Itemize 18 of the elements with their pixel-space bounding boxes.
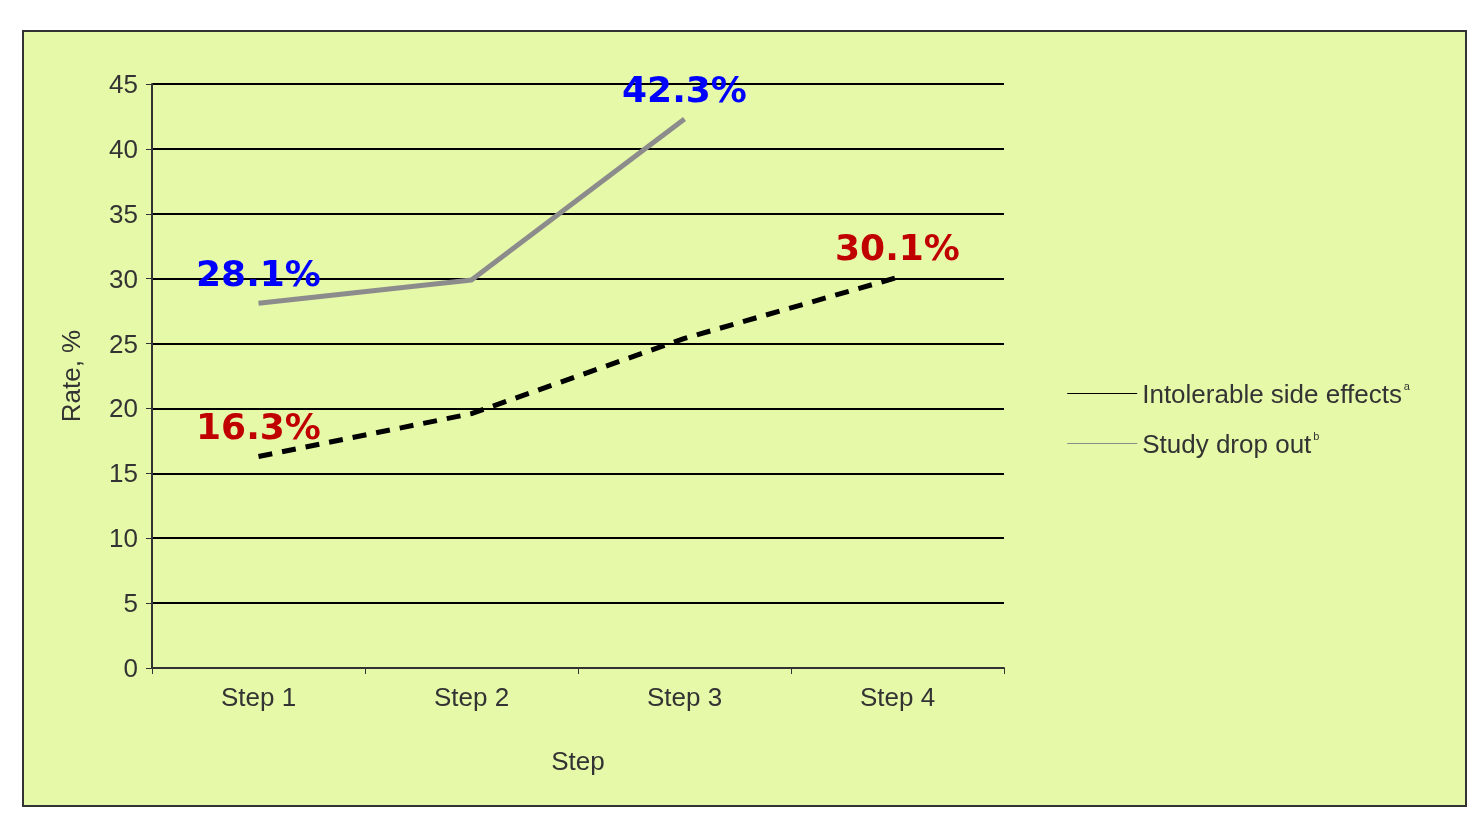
x-axis-title: Step bbox=[551, 746, 605, 776]
y-axis-title: Rate, % bbox=[56, 329, 86, 423]
data-label: 30.1% bbox=[835, 226, 960, 268]
x-tick-label: Step 4 bbox=[859, 682, 936, 712]
y-tick-label: 20 bbox=[109, 393, 138, 424]
y-tick-label: 45 bbox=[109, 69, 138, 99]
data-label: 16.3% bbox=[196, 405, 321, 447]
y-tick-label: 5 bbox=[123, 588, 138, 619]
y-tick-label: 10 bbox=[109, 523, 138, 554]
x-tick-label: Step 1 bbox=[220, 682, 297, 712]
y-tick-label: 40 bbox=[109, 133, 138, 164]
y-tick-label: 30 bbox=[109, 263, 138, 294]
y-tick-label: 35 bbox=[109, 198, 138, 229]
x-tick-label: Step 3 bbox=[646, 682, 723, 712]
x-tick-label: Step 2 bbox=[433, 682, 510, 712]
y-tick-label: 0 bbox=[123, 653, 138, 683]
y-tick-label: 25 bbox=[109, 328, 138, 359]
y-tick-label: 15 bbox=[109, 458, 138, 489]
